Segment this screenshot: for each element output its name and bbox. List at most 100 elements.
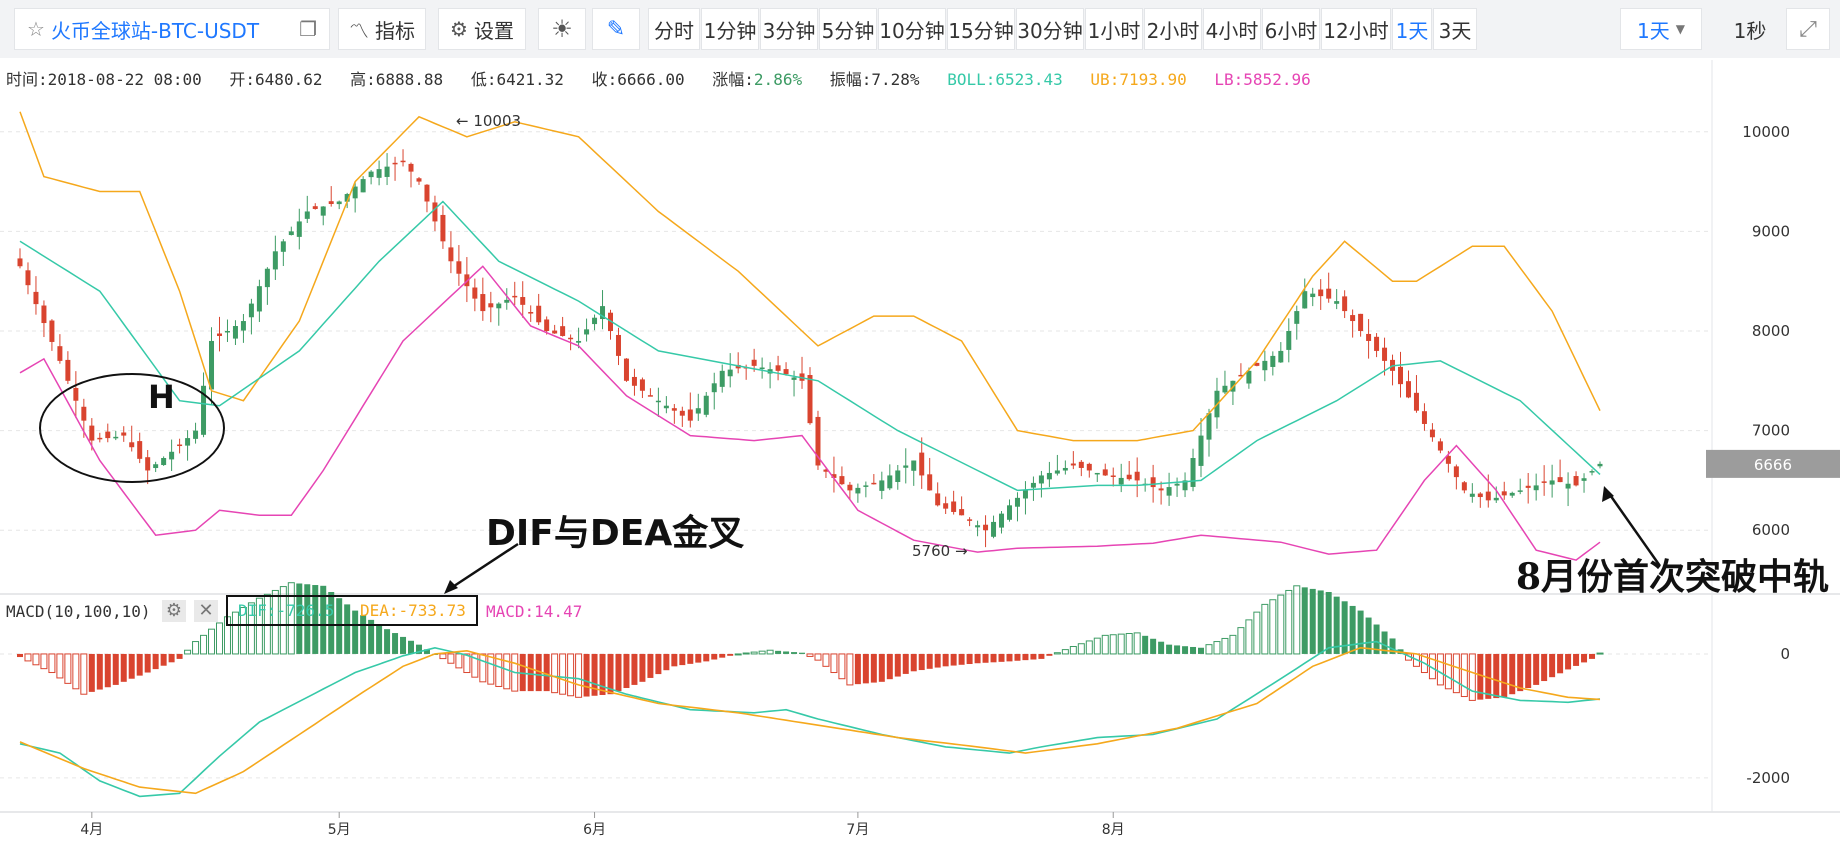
candle-body [352,186,358,199]
candle-body [783,369,789,375]
candle-body [623,358,629,381]
macd-histogram-bar [1565,653,1572,670]
refresh-label: 1秒 [1733,18,1767,43]
period-tab-5[interactable]: 15分钟 [947,8,1015,50]
macd-histogram-bar [392,633,399,654]
candle-body [320,206,326,216]
macd-histogram-bar [1573,653,1580,666]
macd-histogram-bar [271,589,279,655]
fullscreen-button[interactable]: ⤢ [1786,8,1830,50]
candle-body [1062,467,1068,471]
star-icon[interactable]: ☆ [27,17,45,41]
candle-body [1525,485,1531,488]
macd-histogram-bar [639,653,646,682]
macd-histogram-bar [1198,647,1205,654]
period-tab-13[interactable]: 3天 [1433,8,1477,50]
macd-histogram-bar [1517,653,1524,692]
period-tab-9[interactable]: 4小时 [1203,8,1261,50]
macd-histogram-bar [806,653,814,657]
period-tab-4[interactable]: 10分钟 [878,8,946,50]
period-tab-0[interactable]: 分时 [648,8,700,50]
candle-body [536,305,542,323]
current-price-tag [1706,449,1840,478]
macd-histogram-bar [838,653,846,680]
price-tick-label: 7000 [1752,422,1790,440]
macd-histogram-bar [376,624,383,654]
candle-body [919,452,925,476]
candle-body [416,178,422,182]
candle-body [328,201,334,204]
macd-histogram-bar [1557,653,1564,674]
macd-histogram-bar [144,653,151,673]
macd-histogram-bar [487,653,495,685]
period-select[interactable]: 1天 ▼ [1620,8,1702,50]
candle-body [1270,355,1276,367]
macd-histogram-bar [1221,637,1229,655]
symbol-selector[interactable]: ☆ 火币全球站-BTC-USDT ❐ [14,8,330,50]
macd-histogram-bar [439,653,447,660]
macd-histogram-bar [663,653,670,671]
period-tab-7[interactable]: 1小时 [1085,8,1143,50]
candle-body [903,465,909,468]
candle-body [65,359,71,381]
candle-body [392,162,398,165]
refresh-select[interactable]: 1秒 [1712,8,1788,50]
candle-body [1445,455,1451,464]
period-tab-10[interactable]: 6小时 [1262,8,1320,50]
popout-icon[interactable]: ❐ [299,17,317,41]
macd-settings-button[interactable]: ⚙ [162,600,186,622]
time-tick-label: 5月 [328,822,351,838]
candle-body [671,408,677,411]
candle-body [400,160,406,163]
candle-body [1014,497,1020,507]
candle-body [1517,490,1523,492]
macd-histogram-bar [647,653,654,678]
candle-body [751,359,757,366]
candle-body [97,437,103,440]
macd-histogram-bar [814,653,822,661]
draw-button[interactable]: ✎ [592,8,640,50]
macd-histogram-bar [575,653,583,698]
macd-histogram-bar [687,653,694,664]
indicator-button[interactable]: 〽 指标 [338,8,426,50]
macd-close-button[interactable]: ✕ [194,600,218,622]
period-tab-1[interactable]: 1分钟 [701,8,759,50]
macd-histogram-bar [200,634,208,655]
period-tab-6[interactable]: 30分钟 [1016,8,1084,50]
macd-histogram-bar [1205,644,1213,655]
candle-body [1413,392,1419,411]
theme-toggle[interactable]: ☀ [538,8,586,50]
current-price-label: 6666 [1754,456,1792,474]
period-tab-8[interactable]: 2小时 [1144,8,1202,50]
macd-histogram-bar [1269,599,1277,655]
settings-button[interactable]: ⚙ 设置 [438,8,526,50]
macd-histogram-bar [1053,652,1061,655]
time-tick-label: 4月 [80,822,103,838]
macd-histogram-bar [990,653,997,663]
macd-histogram-bar [239,606,247,655]
macd-histogram-bar [192,641,200,655]
macd-histogram-bar [567,653,575,697]
period-tab-11[interactable]: 12小时 [1321,8,1391,50]
candle-body [1573,476,1579,486]
period-tab-3[interactable]: 5分钟 [819,8,877,50]
candle-body [384,166,390,177]
period-tab-2[interactable]: 3分钟 [760,8,818,50]
pattern-label: H [148,378,175,416]
candle-body [1429,429,1435,438]
macd-histogram-bar [72,653,80,690]
candle-body [1565,483,1571,489]
macd-histogram-bar [360,615,367,654]
candle-body [169,451,175,460]
toolbar: ☆ 火币全球站-BTC-USDT ❐ 〽 指标 ⚙ 设置 ☀ ✎ 分时 1分钟 3分… [0,0,1840,58]
macd-histogram-bar [535,653,542,692]
candle-body [679,410,685,416]
candle-body [1326,288,1332,299]
candle-body [1030,482,1036,488]
period-tab-12[interactable]: 1天 [1392,8,1432,50]
candle-body [25,270,31,286]
candle-body [1182,480,1188,491]
macd-histogram-bar [1142,635,1149,654]
macd-histogram-bar [128,653,135,679]
